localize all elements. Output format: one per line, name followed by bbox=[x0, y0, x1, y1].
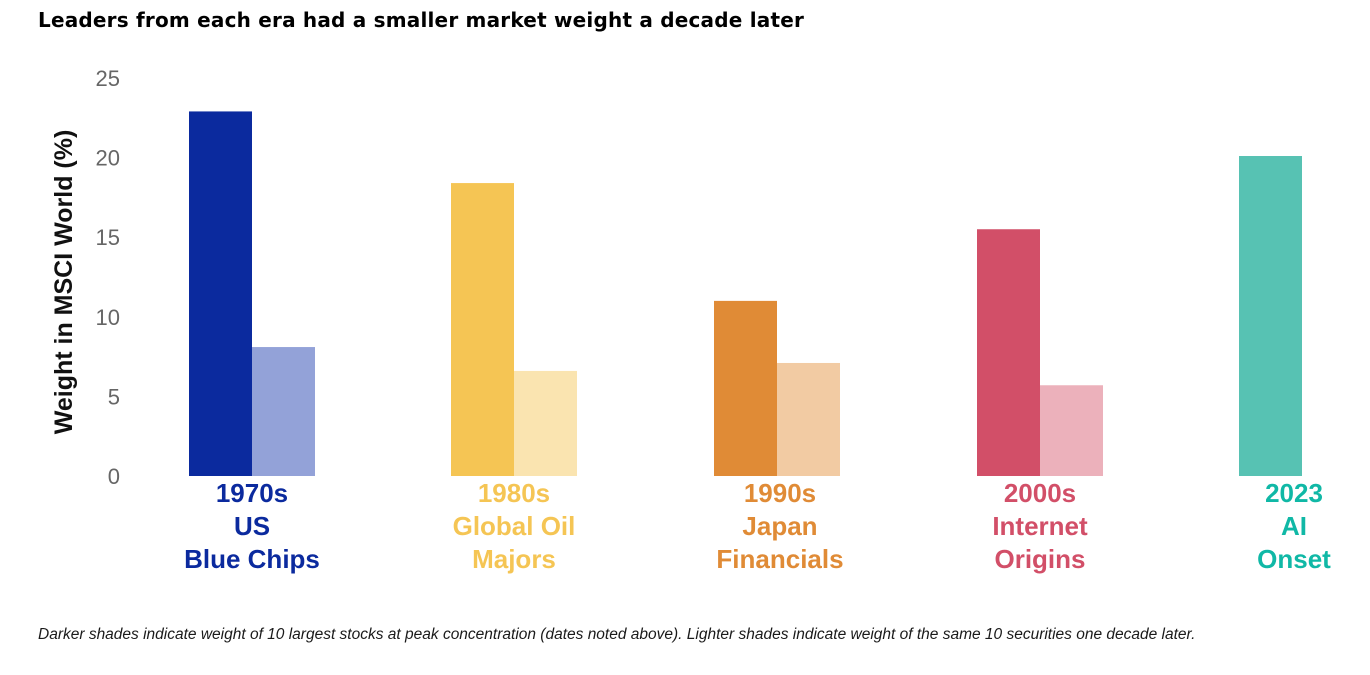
category-label: Financials bbox=[716, 544, 843, 574]
y-tick-label: 15 bbox=[96, 225, 120, 250]
category-label: 1990s bbox=[744, 478, 816, 508]
category-label: 2000s bbox=[1004, 478, 1076, 508]
category-label: US bbox=[234, 511, 270, 541]
bar-peak bbox=[451, 183, 514, 476]
category-label: Global Oil bbox=[453, 511, 576, 541]
category-label: AI bbox=[1281, 511, 1307, 541]
bar-peak bbox=[1239, 156, 1302, 476]
bar-decade-later bbox=[1040, 385, 1103, 476]
chart-title: Leaders from each era had a smaller mark… bbox=[38, 8, 805, 32]
category-label: Onset bbox=[1257, 544, 1331, 574]
category-label: 2023 bbox=[1265, 478, 1323, 508]
bars bbox=[189, 111, 1302, 476]
y-tick-label: 5 bbox=[108, 384, 120, 409]
category-label: Japan bbox=[742, 511, 817, 541]
bar-peak bbox=[714, 300, 777, 476]
y-axis-ticks: 0 5 10 15 20 25 bbox=[96, 66, 120, 489]
bar-peak bbox=[189, 111, 252, 476]
y-tick-label: 20 bbox=[96, 146, 120, 171]
y-tick-label: 0 bbox=[108, 464, 120, 489]
category-label: 1970s bbox=[216, 478, 288, 508]
category-label: Blue Chips bbox=[184, 544, 320, 574]
category-label: Origins bbox=[994, 544, 1085, 574]
y-tick-label: 10 bbox=[96, 305, 120, 330]
bar-peak bbox=[977, 229, 1040, 476]
category-label: 1980s bbox=[478, 478, 550, 508]
bar-chart: Weight in MSCI World (%) 0 5 10 15 20 25 1970… bbox=[50, 66, 1331, 574]
footnote: Darker shades indicate weight of 10 larg… bbox=[38, 626, 1196, 643]
bar-decade-later bbox=[777, 362, 840, 476]
y-tick-label: 25 bbox=[96, 66, 120, 91]
bar-decade-later bbox=[514, 370, 577, 476]
y-axis-label: Weight in MSCI World (%) bbox=[50, 130, 78, 435]
bar-decade-later bbox=[252, 347, 315, 476]
category-label: Internet bbox=[992, 511, 1088, 541]
category-label: Majors bbox=[472, 544, 556, 574]
